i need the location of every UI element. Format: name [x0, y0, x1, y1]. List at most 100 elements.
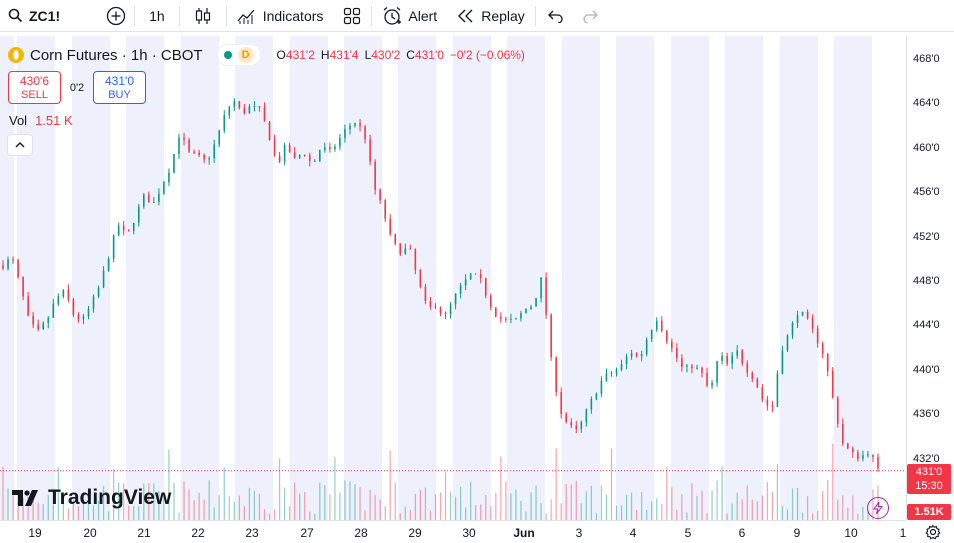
candle-body — [27, 296, 29, 316]
candle-body — [303, 154, 306, 156]
candle-body — [369, 139, 371, 162]
indicators-button[interactable]: Indicators — [227, 0, 334, 32]
chart-type-button[interactable] — [180, 0, 226, 32]
candle-body — [741, 350, 744, 364]
volume-bar — [485, 494, 487, 520]
candle-body — [213, 144, 216, 159]
buy-button[interactable]: 431'0 BUY — [93, 71, 146, 104]
candle-body — [816, 328, 819, 344]
volume-bar — [500, 456, 502, 520]
candle-body — [872, 454, 874, 458]
candle-body — [419, 269, 422, 287]
candle-body — [112, 235, 115, 259]
time-axis[interactable]: 19 20 21 22 23 27 28 29 30 Jun 3 4 5 6 9 10 1 — [0, 520, 906, 543]
lightning-icon — [873, 502, 883, 514]
volume-bar — [148, 482, 150, 520]
candle-body — [841, 423, 844, 444]
candle-body — [590, 399, 593, 410]
undo-button[interactable] — [536, 0, 576, 32]
gear-icon[interactable] — [925, 524, 941, 540]
session-shade — [235, 36, 273, 520]
volume-bar — [299, 493, 301, 520]
volume-bar — [470, 481, 472, 520]
replay-button[interactable]: Replay — [447, 0, 535, 32]
volume-bar — [178, 512, 180, 520]
price-chart[interactable] — [0, 36, 906, 520]
volume-bar — [480, 504, 482, 520]
volume-bar — [309, 511, 311, 520]
chart-pane[interactable] — [0, 36, 906, 520]
time-tick: 4 — [629, 526, 637, 540]
volume-bar — [852, 495, 854, 520]
volume-bar — [590, 485, 592, 520]
candle-body — [595, 393, 598, 400]
candle-body — [570, 421, 573, 426]
volume-bar — [97, 500, 100, 520]
volume-bar — [585, 491, 587, 520]
volume-bar — [520, 500, 522, 520]
candle-body — [188, 139, 190, 152]
volume-bar — [2, 466, 4, 520]
volume-bar — [203, 499, 205, 520]
change-value: −0'2 (−0.06%) — [449, 48, 525, 62]
candle-body — [449, 304, 452, 315]
symbol-search-button[interactable]: ZC1! — [0, 0, 68, 32]
candle-body — [223, 115, 226, 131]
interval-button[interactable]: 1h — [135, 0, 179, 32]
volume-bar — [87, 490, 90, 520]
volume-bar — [223, 467, 225, 520]
volume-bar — [208, 480, 210, 520]
volume-bar — [656, 498, 658, 520]
quick-trade-button[interactable] — [867, 497, 889, 519]
volume-bar — [198, 492, 200, 520]
buy-price: 431'0 — [105, 74, 134, 88]
volume-bar — [666, 467, 668, 520]
collapse-legend-button[interactable] — [7, 134, 33, 156]
last-price-label: 431'0 15:30 — [907, 464, 951, 494]
volume-bar — [580, 502, 582, 520]
volume-bar — [525, 511, 527, 520]
close-key: C — [406, 48, 415, 62]
candle-body — [339, 137, 341, 147]
candle-body — [620, 364, 623, 370]
volume-bar — [102, 486, 105, 520]
volume-bar — [746, 485, 748, 520]
candle-body — [283, 145, 286, 162]
candle-body — [374, 161, 376, 190]
candle-body — [344, 129, 346, 138]
candle-body — [550, 314, 552, 358]
volume-axis-label: 1.51K — [907, 504, 951, 520]
market-status[interactable]: D — [216, 44, 261, 66]
candle-body — [811, 318, 814, 329]
volume-bar — [530, 492, 532, 520]
symbol-description[interactable]: Corn Futures · 1h · CBOT — [30, 46, 203, 64]
redo-button[interactable] — [576, 0, 604, 32]
price-axis[interactable]: 468'0 464'0 460'0 456'0 452'0 448'0 444'0 440'0… — [906, 36, 954, 520]
volume-bar — [193, 500, 195, 520]
candle-body — [640, 354, 643, 357]
candle-body — [495, 307, 497, 317]
session-shade — [834, 36, 872, 520]
volume-value: 1.51 K — [35, 113, 73, 128]
tradingview-logo[interactable]: TradingView — [12, 486, 171, 510]
layouts-button[interactable] — [333, 0, 371, 32]
volume-bar — [716, 480, 718, 520]
buy-label: BUY — [108, 89, 131, 101]
volume-bar — [213, 507, 215, 520]
compare-symbol-button[interactable] — [98, 0, 134, 32]
candle-body — [17, 260, 19, 277]
candle-body — [62, 289, 65, 297]
volume-legend[interactable]: Vol 1.51 K — [9, 113, 73, 128]
volume-bar — [681, 494, 683, 520]
volume-bar — [263, 509, 266, 520]
sell-button[interactable]: 430'6 SELL — [8, 71, 61, 104]
time-tick: 23 — [245, 526, 259, 540]
volume-bar — [243, 505, 245, 520]
volume-bar — [761, 495, 763, 520]
spread-value: 0'2 — [69, 81, 85, 94]
candle-body — [439, 307, 442, 313]
candle-body — [836, 397, 839, 424]
candle-body — [12, 259, 14, 261]
plus-circle-icon — [106, 6, 126, 25]
alert-button[interactable]: Alert — [372, 0, 447, 32]
